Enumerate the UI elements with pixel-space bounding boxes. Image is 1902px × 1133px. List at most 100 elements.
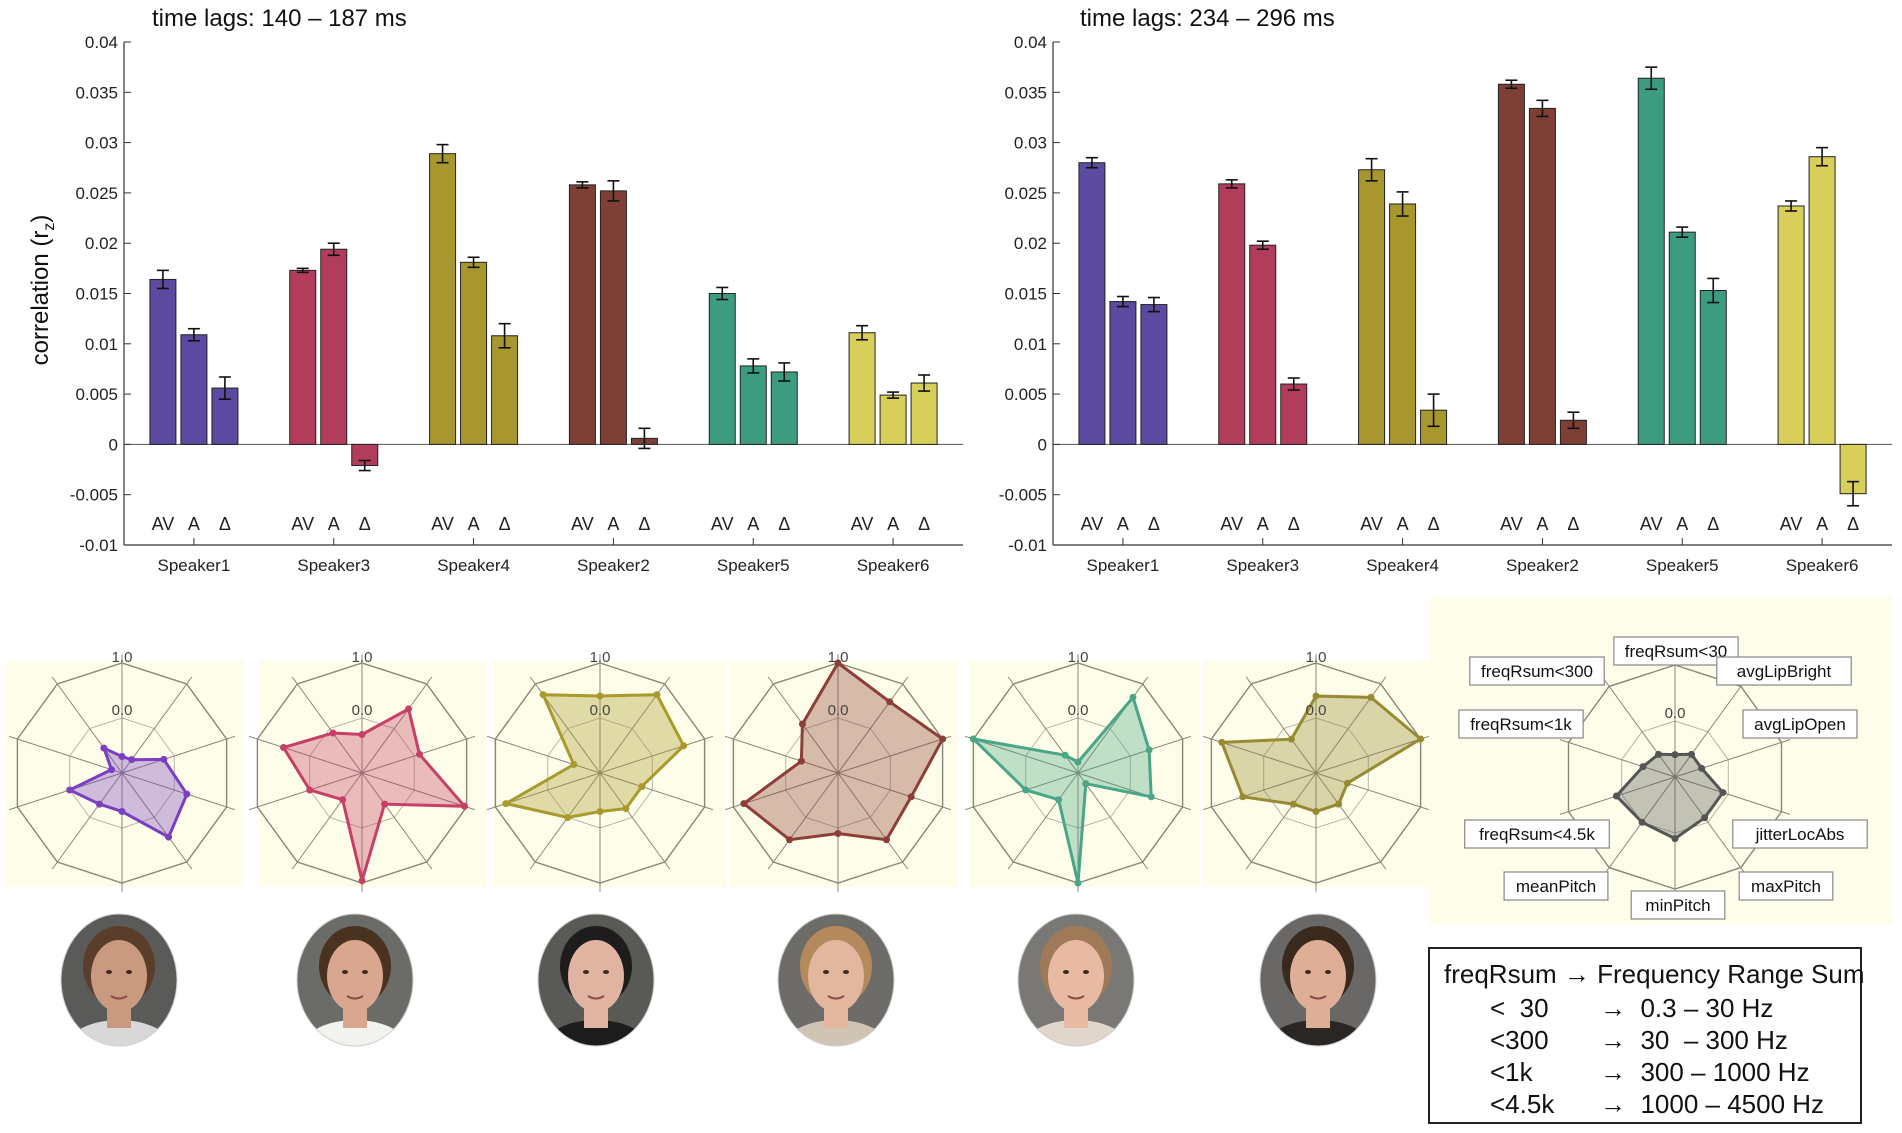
bar: [1078, 162, 1106, 445]
radar-spoke-tip: [248, 735, 258, 740]
portrait-eye: [1305, 970, 1311, 974]
legend-row-range: 1000 – 4500 Hz: [1640, 1089, 1825, 1119]
radar-feature-label-box: [1742, 709, 1858, 739]
chart-title-right: time lags: 234 – 296 ms: [1080, 5, 1335, 32]
y-tick-label: 0.005: [75, 385, 118, 404]
radar-data-point: [1287, 735, 1295, 743]
radar-spoke-tip: [1142, 676, 1149, 685]
radar-panel: 1.00.0: [486, 649, 727, 892]
radar-spoke-tip: [466, 735, 476, 740]
radar-data-point: [1701, 814, 1709, 822]
radar-feature-label-box: [1738, 871, 1834, 901]
radar-data-point: [280, 744, 288, 752]
speaker-portrait: [296, 913, 414, 1047]
legend-row: <1k → 300 – 1000 Hz: [1490, 1057, 1810, 1088]
legend-row-range: 30 – 300 Hz: [1640, 1025, 1788, 1055]
radar-data-point: [680, 742, 688, 750]
radar-spoke-tip: [466, 806, 476, 811]
radar-spoke: [599, 738, 705, 774]
radar-spoke: [1674, 776, 1742, 868]
radar-scale-label-outer: 1.0: [1068, 649, 1089, 666]
radar-scale-label-inner: 0.0: [352, 702, 373, 719]
radar-feature-label-box: [1503, 871, 1609, 901]
radar-data-point: [1289, 800, 1297, 808]
radar-spoke: [733, 772, 839, 808]
portrait-eye: [342, 970, 348, 974]
x-tick-label: Speaker1: [158, 556, 231, 575]
bar-condition-label: A: [468, 514, 480, 534]
radar-feature-label: jitterLocAbs: [1755, 825, 1845, 844]
radar-spoke-tip: [226, 806, 236, 811]
bar: [491, 335, 519, 445]
radar-data-point: [1671, 751, 1679, 759]
portrait-shoulders: [1020, 1020, 1132, 1046]
radar-spoke-tip: [486, 806, 496, 811]
radar-data-point: [834, 830, 842, 837]
radar-spoke: [17, 738, 123, 774]
portrait-shoulders: [1262, 1020, 1374, 1046]
radar-data-point: [1335, 800, 1343, 808]
portrait-eye: [583, 970, 589, 974]
portrait-mouth: [1067, 995, 1085, 1000]
speaker-portrait: [60, 913, 178, 1047]
x-tick-label: Speaker3: [1226, 556, 1299, 575]
radar-data-point: [798, 720, 806, 728]
legend-row-key: < 30: [1490, 993, 1549, 1023]
portrait-content: [1260, 914, 1376, 1046]
radar-spoke-tip: [1559, 811, 1569, 815]
bar-condition-label: Δ: [1148, 514, 1160, 534]
radar-scale-label-outer: 1.0: [1306, 649, 1327, 666]
portrait-eye: [1083, 970, 1089, 974]
radar-spoke: [121, 772, 188, 863]
y-tick-label: -0.01: [79, 536, 118, 555]
portrait-eye: [1063, 970, 1069, 974]
radar-spoke-tip: [1202, 806, 1212, 811]
radar-panel: 1.00.0: [1430, 597, 1892, 924]
radar-data-point: [834, 659, 842, 667]
radar-spoke-tip: [426, 861, 433, 870]
radar-spoke: [837, 683, 904, 774]
y-tick-label: 0.02: [1014, 234, 1047, 253]
bar-condition-label: Δ: [778, 514, 790, 534]
y-tick-label: 0.03: [85, 134, 118, 153]
radar-scale-label-inner: 0.0: [1306, 702, 1327, 719]
bar-condition-label: AV: [291, 514, 314, 534]
radar-data-point: [886, 698, 894, 706]
radar-panel: 1.00.0: [248, 649, 487, 892]
radar-spoke-tip: [1007, 676, 1014, 685]
legend-row-arrow: →: [1600, 993, 1626, 1023]
portrait-face: [1048, 940, 1104, 1012]
portrait-frame: [1017, 913, 1135, 1047]
radar-feature-label-box: [1458, 709, 1584, 739]
bar-condition-label: Δ: [499, 514, 511, 534]
radar-spoke: [1315, 738, 1421, 774]
radar-data-point: [1022, 786, 1030, 794]
y-tick-label: 0.015: [1004, 285, 1047, 304]
radar-data-point: [358, 731, 366, 738]
radar-feature-label-box: [1464, 819, 1610, 849]
radar-spoke-tip: [1245, 861, 1252, 870]
radar-spoke: [56, 772, 123, 863]
radar-spoke-tip: [1380, 676, 1387, 685]
portrait-face: [1290, 940, 1346, 1012]
radar-spoke: [1077, 772, 1144, 863]
radar-scale-label-inner: 0.0: [590, 702, 611, 719]
bar-condition-label: Δ: [1288, 514, 1300, 534]
bar-condition-label: Δ: [219, 514, 231, 534]
bar-condition-label: Δ: [918, 514, 930, 534]
radar-spoke-tip: [51, 861, 58, 870]
radar-panel: 1.00.0: [724, 649, 958, 892]
y-axis-label-main: correlation (r: [27, 231, 54, 366]
radar-feature-label-box: [1630, 890, 1726, 920]
y-tick-label: 0.025: [1004, 184, 1047, 203]
radar-data-point: [1239, 793, 1247, 801]
y-tick-label: 0.035: [75, 83, 118, 102]
radar-data-point: [381, 800, 389, 808]
radar-panels: 1.00.01.00.01.00.01.00.01.00.01.00.01.00…: [6, 597, 1892, 924]
bar: [848, 332, 876, 445]
legend-row-arrow: →: [1600, 1057, 1626, 1087]
radar-spoke-tip: [486, 735, 496, 740]
radar-spoke: [1315, 772, 1421, 808]
radar-data-point: [339, 796, 347, 804]
